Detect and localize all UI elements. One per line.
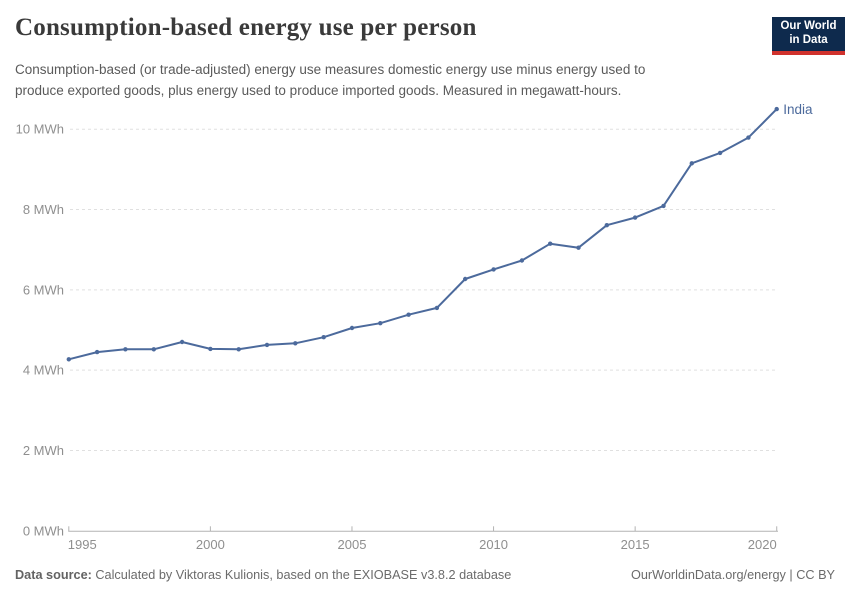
- y-axis-label: 2 MWh: [23, 443, 64, 458]
- data-point-marker[interactable]: [746, 135, 751, 140]
- y-axis-label: 4 MWh: [23, 363, 64, 378]
- chart-subtitle-line2: produce exported goods, plus energy used…: [15, 83, 622, 98]
- data-point-marker[interactable]: [94, 349, 100, 355]
- chart-footer: Data source: Calculated by Viktoras Kuli…: [15, 568, 835, 582]
- y-axis-label: 0 MWh: [23, 523, 64, 538]
- data-source-label: Data source:: [15, 568, 92, 582]
- data-point-marker[interactable]: [293, 341, 298, 346]
- x-axis-label: 2005: [338, 537, 367, 552]
- owid-logo-line1: Our World: [780, 20, 837, 32]
- y-axis-label: 10 MWh: [16, 122, 64, 137]
- page-title: Consumption-based energy use per person: [15, 14, 477, 41]
- data-point-marker[interactable]: [463, 276, 468, 282]
- data-point-marker[interactable]: [179, 339, 185, 345]
- series-end-label[interactable]: India: [783, 102, 813, 117]
- data-point-marker[interactable]: [66, 357, 72, 362]
- x-axis-label: 2010: [479, 537, 508, 552]
- data-point-marker[interactable]: [434, 305, 440, 311]
- x-axis-label: 2020: [748, 537, 777, 552]
- data-point-marker[interactable]: [632, 215, 638, 220]
- data-point-marker[interactable]: [661, 203, 666, 209]
- data-point-marker[interactable]: [321, 335, 326, 340]
- data-point-marker[interactable]: [151, 347, 156, 352]
- data-point-marker[interactable]: [236, 347, 241, 352]
- data-point-marker[interactable]: [576, 245, 581, 250]
- x-axis-label: 2015: [621, 537, 650, 552]
- owid-logo-line2: in Data: [789, 33, 828, 46]
- data-point-marker[interactable]: [406, 312, 411, 317]
- data-point-marker[interactable]: [378, 321, 383, 326]
- data-point-marker[interactable]: [123, 347, 128, 352]
- y-axis-label: 8 MWh: [23, 202, 64, 217]
- data-point-marker[interactable]: [604, 223, 609, 228]
- y-axis-label: 6 MWh: [23, 282, 64, 297]
- data-point-marker[interactable]: [491, 267, 496, 272]
- data-point-marker[interactable]: [774, 106, 779, 112]
- footer-link[interactable]: OurWorldinData.org/energy | CC BY: [630, 568, 835, 582]
- data-point-marker[interactable]: [519, 258, 525, 263]
- x-axis-label: 2000: [196, 537, 225, 552]
- data-point-marker[interactable]: [349, 325, 355, 331]
- data-point-marker[interactable]: [548, 241, 553, 246]
- data-point-marker[interactable]: [264, 342, 270, 348]
- series-line-india[interactable]: [67, 108, 778, 361]
- owid-logo[interactable]: Our World in Data: [772, 17, 845, 55]
- x-axis-label: 1995: [68, 537, 97, 552]
- data-point-marker[interactable]: [717, 150, 723, 156]
- data-source: Data source: Calculated by Viktoras Kuli…: [15, 568, 511, 582]
- data-source-text: Calculated by Viktoras Kulionis, based o…: [91, 568, 512, 582]
- data-point-marker[interactable]: [689, 161, 694, 166]
- data-point-marker[interactable]: [208, 346, 213, 352]
- chart-subtitle-line1: Consumption-based (or trade-adjusted) en…: [15, 62, 646, 77]
- chart-subtitle: Consumption-based (or trade-adjusted) en…: [15, 59, 735, 101]
